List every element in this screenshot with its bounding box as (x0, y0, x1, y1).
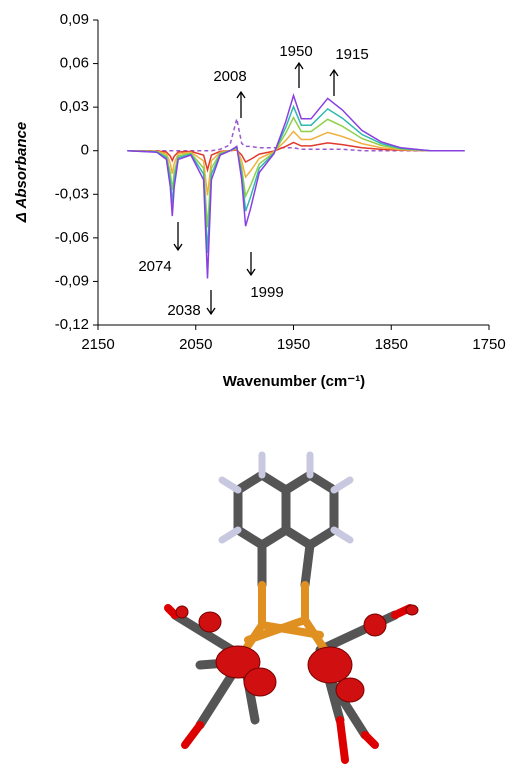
y-tick-label: 0,03 (60, 98, 89, 115)
y-tick-label: -0,03 (55, 185, 89, 202)
annotation: 1915 (335, 46, 368, 63)
figure: Δ Absorbance Wavenumber (cm⁻¹) -0,12 -0,0… (0, 0, 519, 767)
annotation: 2038 (167, 302, 200, 319)
y-axis-title: Δ Absorbance (13, 122, 30, 223)
x-tick-label: 1750 (472, 336, 505, 353)
y-tick-label: -0,06 (55, 229, 89, 246)
x-tick-label: 2150 (81, 336, 114, 353)
molecule (0, 400, 519, 767)
x-tick-label: 1950 (277, 336, 310, 353)
y-tick-label: 0,06 (60, 55, 89, 72)
x-tick-label: 1850 (375, 336, 408, 353)
x-tick-label: 2050 (179, 336, 212, 353)
x-axis-title: Wavenumber (cm⁻¹) (223, 373, 365, 390)
y-tick-label: 0 (81, 142, 89, 159)
y-tick-label: 0,09 (60, 11, 89, 28)
chart: Δ Absorbance Wavenumber (cm⁻¹) -0,12 -0,0… (0, 0, 519, 400)
annotation: 2074 (138, 258, 171, 275)
molecule-structure (168, 455, 418, 760)
y-tick-label: -0,12 (55, 316, 89, 333)
annotation: 1950 (279, 43, 312, 60)
annotation: 1999 (250, 284, 283, 301)
annotation: 2008 (213, 68, 246, 85)
y-tick-label: -0,09 (55, 272, 89, 289)
